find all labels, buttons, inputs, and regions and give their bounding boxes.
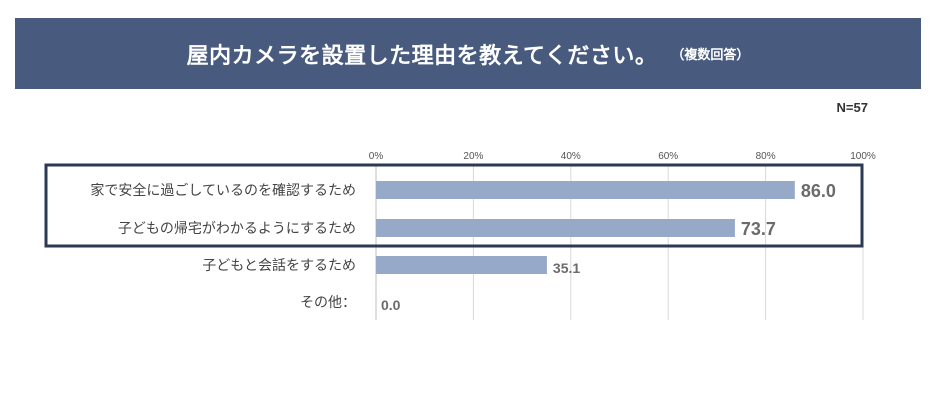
sample-size-label: N=57 (836, 100, 868, 115)
value-label: 86.0 (801, 181, 836, 201)
tick-label: 40% (561, 151, 581, 162)
category-label: 子どもと会話をするため (202, 257, 356, 274)
value-label: 0.0 (381, 297, 401, 313)
value-label: 73.7 (741, 219, 776, 239)
value-label: 35.1 (553, 260, 580, 276)
tick-label: 60% (658, 151, 678, 162)
chart-subtitle: （複数回答） (671, 48, 750, 63)
tick-label: 100% (850, 151, 876, 162)
bar (376, 181, 795, 199)
bar (376, 256, 547, 274)
tick-label: 20% (463, 151, 483, 162)
category-label: 家で安全に過ごしているのを確認するため (90, 182, 356, 199)
tick-label: 0% (369, 151, 384, 162)
category-label: 子どもの帰宅がわかるようにするため (118, 220, 356, 237)
category-label: その他： (300, 295, 356, 311)
chart-title: 屋内カメラを設置した理由を教えてください。 (186, 43, 658, 69)
bar (376, 219, 735, 237)
highlight-frame (44, 163, 864, 248)
title-banner: 屋内カメラを設置した理由を教えてください。 （複数回答） (15, 18, 921, 89)
tick-label: 80% (756, 151, 776, 162)
